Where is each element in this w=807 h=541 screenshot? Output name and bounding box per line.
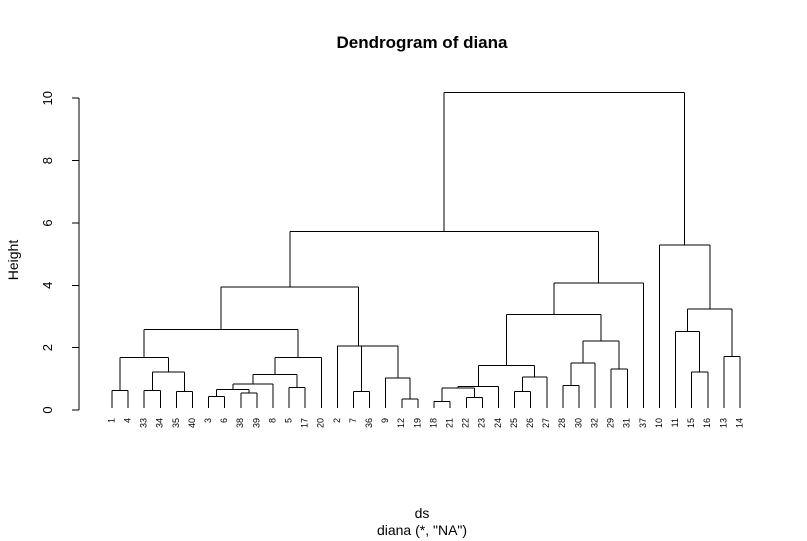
leaf-label: 5 — [284, 418, 294, 423]
leaf-label: 38 — [235, 418, 245, 428]
leaf-label: 27 — [541, 418, 551, 428]
leaf-label: 26 — [525, 418, 535, 428]
leaf-label: 30 — [573, 418, 583, 428]
dendrogram-tree — [111, 92, 741, 408]
y-tick-label: 4 — [40, 282, 55, 289]
leaf-label: 22 — [461, 418, 471, 428]
leaf-label: 18 — [428, 418, 438, 428]
y-tick-label: 8 — [40, 157, 55, 164]
method-sublabel: diana (*, "NA") — [377, 522, 467, 538]
chart-title: Dendrogram of diana — [337, 33, 509, 52]
leaf-label: 12 — [396, 418, 406, 428]
leaf-label: 37 — [638, 418, 648, 428]
y-ticks: 0 2 4 6 8 10 — [40, 91, 79, 414]
leaf-label: 10 — [654, 418, 664, 428]
leaf-label: 40 — [187, 418, 197, 428]
leaf-label: 21 — [445, 418, 455, 428]
leaf-label: 8 — [267, 418, 277, 423]
leaf-label: 7 — [348, 418, 358, 423]
leaf-label: 32 — [589, 418, 599, 428]
y-axis-label: Height — [5, 240, 21, 281]
y-tick-label: 10 — [40, 91, 55, 105]
leaf-label: 39 — [251, 418, 261, 428]
leaf-label: 4 — [122, 418, 132, 423]
leaf-label: 1 — [106, 418, 116, 423]
y-tick-label: 0 — [40, 406, 55, 413]
y-tick-label: 6 — [40, 219, 55, 226]
leaf-label: 35 — [171, 418, 181, 428]
leaf-label: 31 — [622, 418, 632, 428]
leaf-label: 16 — [702, 418, 712, 428]
leaf-label: 2 — [332, 418, 342, 423]
leaf-label: 19 — [412, 418, 422, 428]
leaf-label: 36 — [364, 418, 374, 428]
leaf-label: 20 — [316, 418, 326, 428]
leaf-label: 13 — [718, 418, 728, 428]
x-axis-label: ds — [415, 505, 430, 521]
leaf-label: 33 — [139, 418, 149, 428]
leaf-label: 6 — [219, 418, 229, 423]
leaf-label: 14 — [734, 418, 744, 428]
leaf-label: 24 — [493, 418, 503, 428]
leaf-label: 17 — [300, 418, 310, 428]
leaf-labels: 1 4 33 34 35 40 3 6 38 39 8 5 17 20 2 7 36 9 12 19 18 21 22 23 2… — [106, 418, 744, 428]
leaf-label: 34 — [155, 418, 165, 428]
leaf-label: 3 — [203, 418, 213, 423]
y-tick-label: 2 — [40, 344, 55, 351]
leaf-label: 15 — [686, 418, 696, 428]
leaf-label: 29 — [606, 418, 616, 428]
leaf-label: 23 — [477, 418, 487, 428]
leaf-label: 9 — [380, 418, 390, 423]
leaf-label: 28 — [557, 418, 567, 428]
leaf-label: 11 — [670, 418, 680, 427]
leaf-label: 25 — [509, 418, 519, 428]
